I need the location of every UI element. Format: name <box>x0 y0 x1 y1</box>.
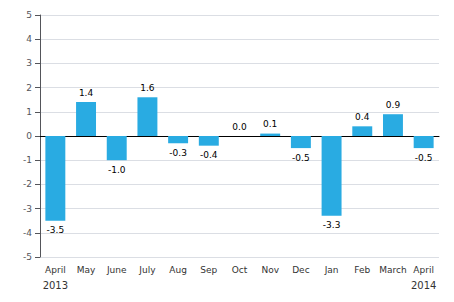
svg-text:0.9: 0.9 <box>386 100 401 110</box>
svg-text:3: 3 <box>26 58 32 68</box>
svg-text:Nov: Nov <box>261 265 279 275</box>
svg-text:2013: 2013 <box>43 280 68 291</box>
svg-text:0.0: 0.0 <box>232 122 247 132</box>
svg-text:-3.5: -3.5 <box>47 225 65 235</box>
svg-text:-4: -4 <box>23 228 32 238</box>
svg-text:Jan: Jan <box>324 265 339 275</box>
svg-text:1.6: 1.6 <box>140 83 155 93</box>
svg-text:April: April <box>413 265 434 275</box>
svg-text:-2: -2 <box>23 179 32 189</box>
svg-text:-1.0: -1.0 <box>108 165 126 175</box>
svg-text:-0.4: -0.4 <box>200 150 218 160</box>
svg-text:-3.3: -3.3 <box>323 220 341 230</box>
svg-text:2: 2 <box>26 83 32 93</box>
svg-text:4: 4 <box>26 34 32 44</box>
svg-text:1: 1 <box>26 107 32 117</box>
svg-text:June: June <box>106 265 127 275</box>
svg-text:Feb: Feb <box>354 265 370 275</box>
svg-text:Aug: Aug <box>169 265 187 275</box>
svg-text:-5: -5 <box>23 252 32 262</box>
svg-text:1.4: 1.4 <box>79 88 94 98</box>
svg-text:July: July <box>138 265 156 275</box>
svg-text:May: May <box>77 265 96 275</box>
svg-text:5: 5 <box>26 10 32 20</box>
svg-text:0.1: 0.1 <box>263 119 277 129</box>
svg-text:Oct: Oct <box>232 265 248 275</box>
svg-text:March: March <box>379 265 406 275</box>
svg-text:-3: -3 <box>23 204 32 214</box>
svg-text:-1: -1 <box>23 155 32 165</box>
svg-text:0.4: 0.4 <box>355 112 370 122</box>
svg-text:-0.3: -0.3 <box>169 148 187 158</box>
svg-text:April: April <box>45 265 66 275</box>
svg-text:0: 0 <box>26 131 32 141</box>
svg-text:-0.5: -0.5 <box>292 153 310 163</box>
svg-text:Dec: Dec <box>292 265 309 275</box>
svg-text:-0.5: -0.5 <box>415 153 433 163</box>
svg-text:Sep: Sep <box>200 265 217 275</box>
svg-text:2014: 2014 <box>411 280 436 291</box>
